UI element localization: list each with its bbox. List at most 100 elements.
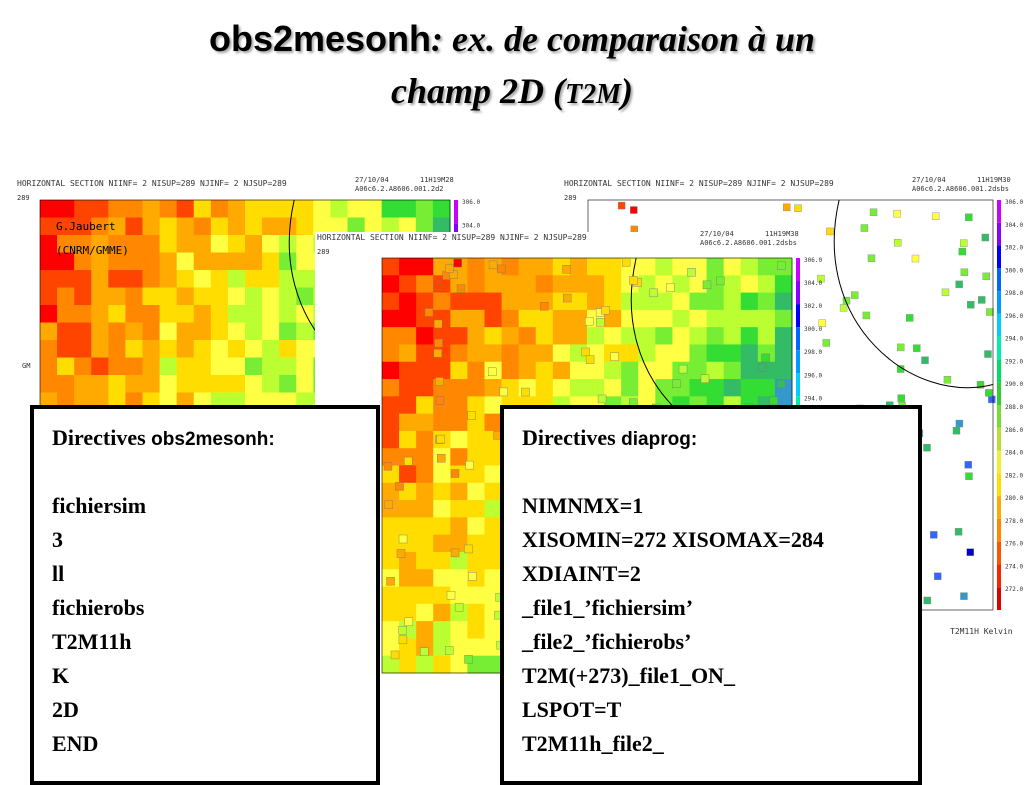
heatmap-cell	[159, 217, 178, 236]
heatmap-cell	[467, 517, 485, 536]
heatmap-cell	[57, 340, 75, 358]
heatmap-cell	[262, 305, 280, 323]
heatmap-cell	[382, 430, 400, 449]
heatmap-cell	[382, 655, 400, 674]
plot-time: 11H19M28	[420, 176, 454, 184]
heatmap-cell	[467, 586, 485, 605]
heatmap-cell	[227, 200, 246, 218]
heatmap-cell	[142, 357, 161, 376]
colorbar-label: 284.0	[1005, 450, 1023, 457]
colorbar-label: 298.0	[804, 349, 822, 356]
heatmap-cell	[245, 357, 263, 376]
heatmap-cell	[262, 357, 280, 376]
obs-spot	[445, 264, 454, 273]
heatmap-cell	[416, 655, 434, 674]
heatmap-cell	[416, 327, 434, 345]
heatmap-cell	[467, 430, 485, 449]
heatmap-cell	[227, 217, 246, 236]
heatmap-cell	[706, 379, 725, 397]
heatmap-cell	[484, 309, 503, 328]
obs-spot	[386, 577, 395, 586]
heatmap-cell	[740, 327, 759, 345]
heatmap-cell	[381, 200, 400, 218]
heatmap-cell	[108, 235, 126, 253]
obs-spot	[869, 208, 878, 216]
heatmap-cell	[638, 379, 656, 397]
heatmap-cell	[57, 357, 75, 376]
obs-spot	[539, 302, 549, 311]
heatmap-cell	[245, 305, 263, 323]
directive-line: ll	[52, 561, 65, 586]
heatmap-cell	[535, 327, 554, 345]
heatmap-cell	[176, 305, 195, 323]
obs-spot	[783, 203, 791, 212]
heatmap-cell	[399, 569, 417, 588]
obs-spot	[817, 274, 825, 283]
heatmap-cell	[552, 344, 571, 363]
heatmap-cell	[433, 465, 451, 484]
heatmap-cell	[279, 305, 297, 323]
heatmap-cell	[210, 287, 229, 306]
obs-spot	[794, 204, 802, 212]
heatmap-cell	[176, 235, 195, 253]
heatmap-cell	[399, 275, 417, 294]
heatmap-cell	[484, 465, 503, 484]
heading-sans: diaprog:	[621, 429, 698, 450]
heatmap-cell	[706, 344, 725, 363]
colorbar-label: 276.0	[1005, 541, 1023, 548]
obs-spot	[700, 374, 710, 383]
directive-line: XISOMIN=272 XISOMAX=284	[522, 527, 824, 552]
heatmap-cell	[467, 344, 485, 363]
obs-spot	[966, 548, 974, 556]
heatmap-cell	[176, 375, 195, 393]
heatmap-cell	[142, 235, 161, 253]
heatmap-cell	[399, 430, 417, 449]
obs-spot	[433, 281, 442, 290]
heatmap-cell	[450, 344, 468, 363]
heatmap-cell	[159, 270, 178, 288]
colorbar-label: 296.0	[804, 372, 822, 379]
heatmap-cell	[57, 287, 75, 306]
heatmap-cell	[227, 322, 246, 341]
heatmap-cell	[91, 340, 109, 358]
heatmap-cell	[415, 217, 434, 236]
heatmap-cell	[740, 292, 759, 311]
heatmap-cell	[108, 252, 126, 271]
heatmap-cell	[535, 309, 554, 328]
heatmap-cell	[484, 413, 503, 432]
box-heading: Directives diaprog:	[522, 423, 900, 455]
heatmap-cell	[330, 217, 348, 236]
colorbar-label: 304.0	[1005, 222, 1023, 229]
heatmap-cell	[382, 413, 400, 432]
obs-spot	[445, 646, 454, 655]
heatmap-cell	[416, 465, 434, 484]
directives-obs2mesonh: Directives obs2mesonh: fichiersim 3 ll fich…	[30, 405, 380, 785]
heatmap-cell	[125, 287, 143, 306]
heatmap-cell	[108, 270, 126, 288]
heatmap-cell	[279, 217, 297, 236]
heatmap-cell	[621, 361, 639, 380]
heatmap-cell	[450, 379, 468, 397]
heatmap-cell	[655, 344, 673, 363]
obs-spot	[934, 572, 942, 580]
obs-spot	[446, 591, 456, 600]
colorbar-label: 288.0	[1005, 404, 1023, 411]
heatmap-cell	[552, 379, 571, 397]
heatmap-cell	[279, 340, 297, 358]
box-lines: fichiersim 3 ll fichierobs T2M11h K 2D END	[52, 489, 358, 761]
plot-corner: 289	[317, 248, 330, 256]
heatmap-cell	[245, 270, 263, 288]
obs-spot	[454, 603, 464, 612]
heatmap-cell	[296, 200, 314, 218]
obs-spot	[687, 268, 696, 277]
directive-line: 2D	[52, 697, 79, 722]
colorbar-label: 290.0	[1005, 381, 1023, 388]
obs-spot	[649, 288, 658, 298]
heatmap-cell	[40, 235, 58, 253]
heatmap-cell	[723, 292, 742, 311]
heatmap-cell	[159, 252, 178, 271]
heatmap-cell	[689, 275, 708, 294]
heatmap-cell	[723, 344, 742, 363]
heading-serif: Directives	[522, 425, 622, 450]
colorbar-label: 280.0	[1005, 495, 1023, 502]
